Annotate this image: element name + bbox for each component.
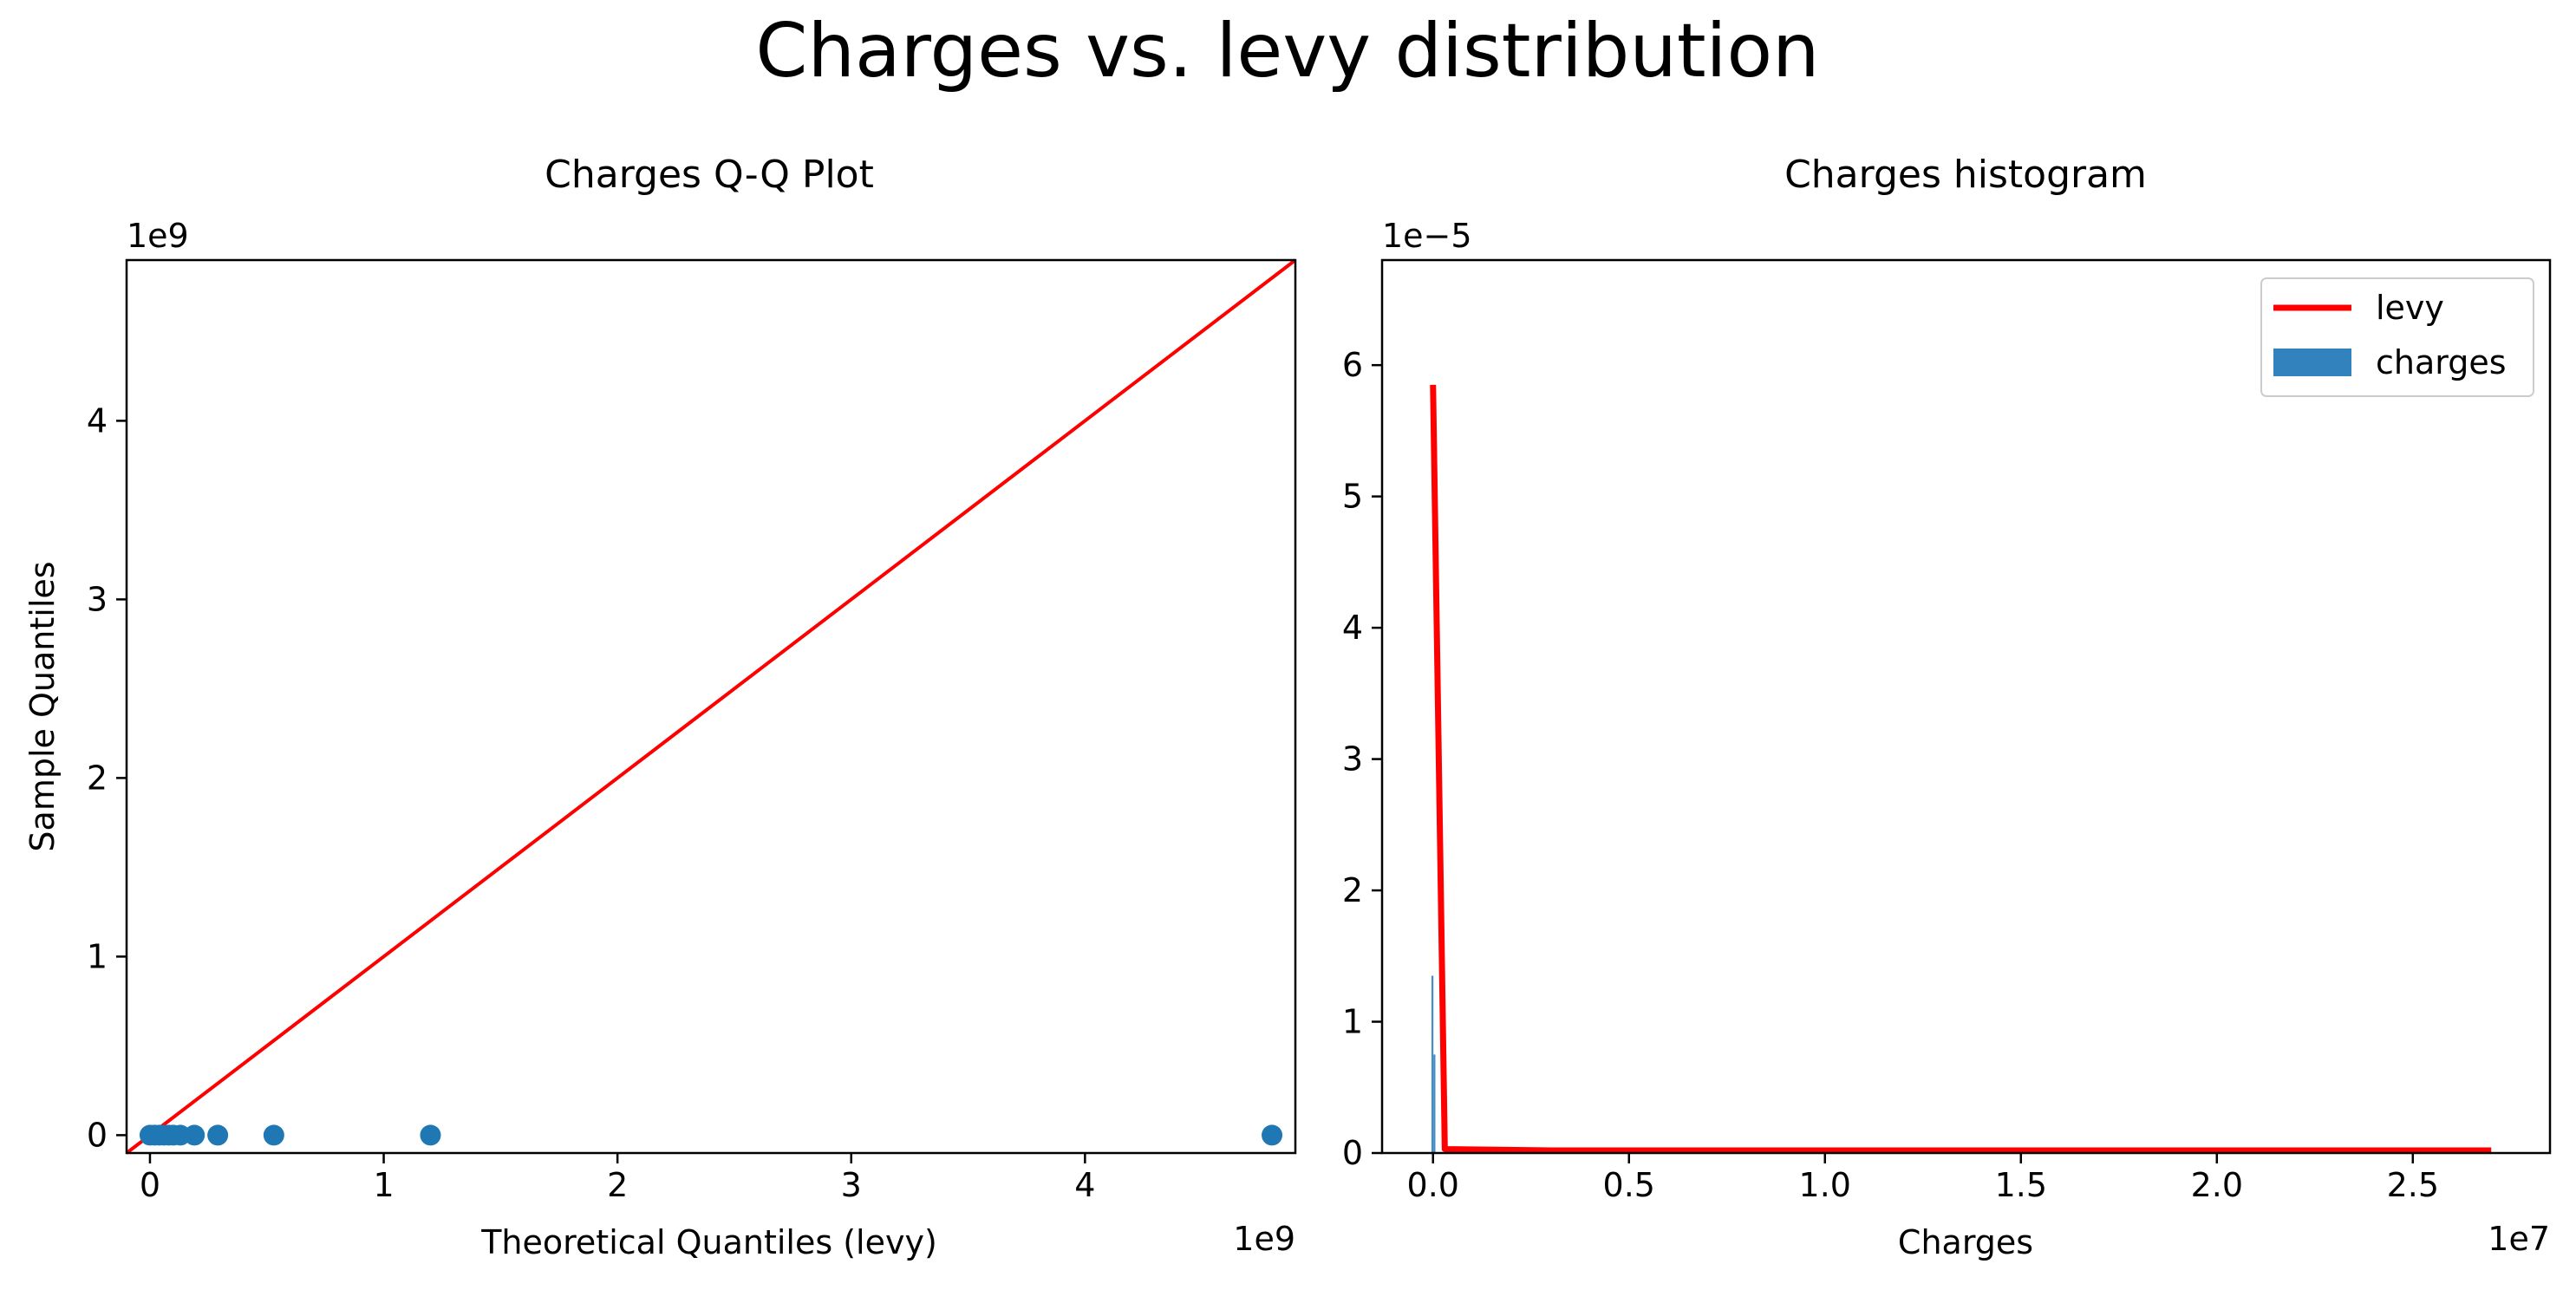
qq-y-tick-label: 2 [87, 759, 108, 797]
qq-y-offset-label: 1e9 [127, 217, 189, 255]
hist-y-tick-label: 6 [1342, 346, 1363, 384]
legend: levy charges [2260, 277, 2534, 397]
legend-charges-swatch [2273, 349, 2351, 376]
qq-x-tick-label: 4 [1074, 1166, 1095, 1204]
levy-pdf-line [1430, 384, 2492, 1154]
hist-y-tick-label: 5 [1342, 478, 1363, 516]
hist-y-tick-label: 2 [1342, 871, 1363, 909]
qq-reference-line-group [125, 258, 1297, 1155]
legend-charges-label: charges [2376, 343, 2507, 381]
hist-x-tick-label: 1.5 [1995, 1166, 2047, 1204]
qq-ticks: 0 1 2 3 4 0 1 2 3 4 [87, 401, 1096, 1204]
hist-x-tick-label: 0.0 [1407, 1166, 1459, 1204]
qq-x-offset-label: 1e9 [1233, 1220, 1295, 1258]
qq-y-tick-label: 3 [87, 580, 108, 618]
qq-y-tick-label: 4 [87, 401, 108, 440]
figure-title: Charges vs. levy distribution [755, 8, 1819, 94]
qq-ylabel: Sample Quantiles [23, 561, 62, 851]
hist-bars [1431, 975, 1436, 1153]
hist-levy-line-group [1430, 384, 2492, 1154]
hist-x-offset-label: 1e7 [2488, 1220, 2550, 1258]
hist-y-offset-label: 1e−5 [1382, 217, 1472, 255]
hist-y-tick-label: 3 [1342, 740, 1363, 779]
qq-x-tick-label: 0 [140, 1166, 160, 1204]
qq-x-tick-label: 2 [607, 1166, 628, 1204]
hist-bar [1431, 975, 1434, 1153]
hist-axes-frame [1380, 258, 2552, 1155]
qq-y-tick-label: 0 [87, 1116, 108, 1154]
histogram-panel: Charges histogram 1e−5 Charges 1e7 0.0 0.… [1342, 153, 2552, 1261]
qq-plot-title: Charges Q-Q Plot [545, 153, 874, 197]
hist-x-tick-label: 0.5 [1603, 1166, 1655, 1204]
qq-plot-panel: Charges Q-Q Plot 1e9 Sample Quantiles Th… [23, 153, 1297, 1261]
qq-point [420, 1124, 441, 1146]
qq-point [263, 1124, 284, 1146]
qq-axes-frame [125, 258, 1297, 1155]
hist-ticks: 0.0 0.5 1.0 1.5 2.0 2.5 0 1 2 3 4 5 6 [1342, 346, 2439, 1204]
hist-bar [1433, 1054, 1436, 1153]
histogram-title: Charges histogram [1784, 153, 2147, 197]
hist-x-tick-label: 2.5 [2387, 1166, 2439, 1204]
hist-x-tick-label: 2.0 [2191, 1166, 2243, 1204]
qq-reference-line [125, 258, 1297, 1155]
hist-y-tick-label: 4 [1342, 609, 1363, 647]
qq-y-tick-label: 1 [87, 937, 108, 975]
qq-x-tick-label: 1 [373, 1166, 394, 1204]
legend-levy-label: levy [2376, 289, 2444, 327]
hist-y-tick-label: 0 [1342, 1134, 1363, 1172]
hist-x-tick-label: 1.0 [1799, 1166, 1851, 1204]
hist-xlabel: Charges [1898, 1223, 2033, 1261]
qq-point [1262, 1124, 1283, 1146]
qq-x-tick-label: 3 [841, 1166, 862, 1204]
hist-y-tick-label: 1 [1342, 1003, 1363, 1041]
qq-points [139, 1124, 1283, 1146]
qq-point [184, 1124, 205, 1146]
qq-xlabel: Theoretical Quantiles (levy) [480, 1223, 937, 1261]
qq-point [207, 1124, 229, 1146]
